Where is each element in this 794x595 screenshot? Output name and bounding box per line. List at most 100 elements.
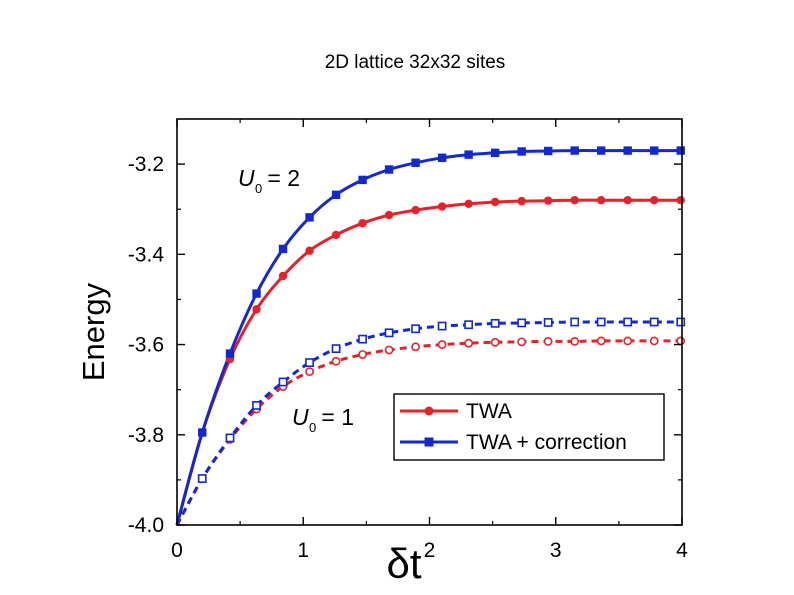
data-point (384, 328, 394, 338)
data-point (464, 338, 474, 348)
x-tick-label: 1 (297, 539, 309, 562)
axes: 0 1 2 3 4 -4.0 -3.8 -3.6 -3.4 -3.2 (128, 119, 688, 562)
data-point (411, 342, 421, 352)
data-point (464, 199, 473, 209)
annotation-u0-2-main: U (238, 165, 255, 191)
data-point (384, 345, 394, 355)
data-point (676, 336, 686, 346)
data-point (464, 320, 474, 330)
data-point (437, 202, 447, 211)
data-point (596, 336, 606, 346)
legend: TWA TWA + correction (393, 393, 665, 461)
legend-label-twa: TWA (466, 400, 512, 423)
data-point (490, 337, 500, 347)
annotation-u0-1-rest: = 1 (315, 404, 354, 430)
data-point (252, 289, 261, 298)
legend-label-twa-correction: TWA + correction (466, 431, 627, 454)
data-point (517, 147, 526, 156)
data-point (225, 433, 235, 443)
data-point (623, 146, 632, 155)
x-tick-label: 3 (550, 539, 562, 562)
series-markers (197, 146, 686, 483)
data-point (517, 196, 526, 206)
legend-marker-twa-correction (424, 437, 434, 447)
data-point (384, 165, 394, 174)
data-point (490, 318, 500, 328)
data-point (570, 317, 580, 327)
data-point (411, 205, 420, 215)
data-point (649, 336, 659, 346)
legend-box (393, 393, 665, 461)
data-point (650, 146, 659, 155)
data-point (597, 146, 606, 155)
annotation-u0-1: U 0 = 1 (292, 404, 354, 435)
data-point (437, 340, 447, 349)
data-point (596, 317, 606, 327)
data-point (649, 317, 659, 327)
data-point (490, 197, 500, 207)
data-point (676, 317, 686, 327)
data-point (623, 317, 633, 327)
x-axis-title: δt (386, 540, 421, 587)
annotation-u0-1-sub: 0 (309, 420, 316, 435)
data-point (676, 196, 685, 205)
page-title: 2D lattice 32x32 sites (324, 52, 506, 73)
data-point (252, 305, 261, 314)
annotation-u0-1-main: U (292, 404, 309, 430)
data-point (331, 356, 341, 366)
data-point (384, 210, 394, 220)
data-point (543, 146, 553, 156)
data-point (198, 428, 207, 437)
series-line (175, 198, 681, 526)
y-tick-label: -3.2 (128, 153, 164, 176)
data-point (676, 146, 685, 155)
data-point (305, 358, 314, 367)
data-point (570, 196, 579, 205)
series-curves (175, 149, 681, 526)
data-point (197, 474, 207, 483)
data-point (623, 336, 633, 346)
data-point (543, 318, 553, 327)
data-point (543, 196, 553, 205)
data-point (437, 321, 447, 331)
annotation-u0-2-rest: = 2 (261, 165, 300, 191)
y-axis-title: Energy (76, 282, 111, 381)
data-point (331, 344, 341, 354)
data-point (358, 175, 367, 185)
data-point (305, 246, 314, 255)
y-tick-label: -3.4 (128, 243, 165, 266)
data-point (650, 196, 659, 205)
data-point (490, 148, 500, 158)
data-point (305, 213, 314, 222)
data-point (570, 146, 579, 155)
data-point (411, 158, 420, 167)
x-tick-label: 0 (171, 539, 183, 562)
legend-marker-twa (424, 406, 434, 416)
annotation-u0-2: U 0 = 2 (238, 165, 300, 196)
data-point (517, 337, 527, 347)
data-point (358, 219, 367, 228)
data-point (623, 196, 632, 205)
data-point (464, 150, 473, 159)
data-point (517, 318, 527, 328)
data-point (358, 350, 367, 359)
data-point (278, 377, 288, 387)
x-tick-label: 4 (676, 539, 688, 562)
data-point (358, 334, 367, 344)
y-tick-label: -3.6 (128, 334, 164, 357)
data-point (597, 196, 606, 205)
data-point (278, 271, 288, 281)
data-point (252, 401, 261, 410)
x-tick-label: 2 (424, 539, 436, 562)
data-point (570, 336, 580, 346)
annotation-u0-2-sub: 0 (255, 181, 262, 196)
data-point (225, 349, 235, 358)
series-line (175, 149, 681, 526)
y-tick-label: -3.8 (128, 424, 164, 447)
data-point (411, 324, 421, 334)
data-point (331, 230, 341, 240)
data-point (305, 367, 314, 377)
data-point (331, 190, 341, 199)
data-point (437, 153, 447, 162)
